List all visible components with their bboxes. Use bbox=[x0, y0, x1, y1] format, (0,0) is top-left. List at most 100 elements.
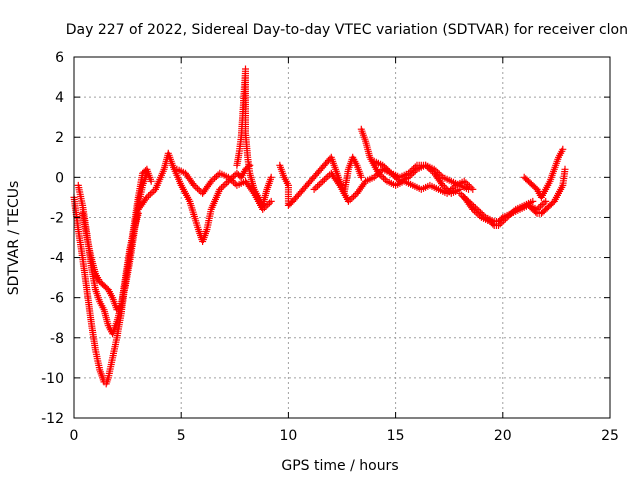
x-axis-title: GPS time / hours bbox=[281, 458, 398, 474]
data-point bbox=[489, 220, 491, 223]
data-point bbox=[120, 304, 122, 307]
data-point bbox=[403, 180, 405, 183]
data-point bbox=[103, 284, 105, 287]
data-point bbox=[141, 184, 144, 187]
data-point bbox=[291, 200, 294, 203]
data-point bbox=[227, 176, 230, 179]
data-point bbox=[287, 204, 290, 207]
data-point bbox=[390, 172, 393, 175]
data-point bbox=[536, 188, 538, 191]
data-point bbox=[270, 176, 273, 179]
data-point bbox=[532, 184, 534, 187]
data-point bbox=[532, 200, 534, 203]
data-points bbox=[70, 65, 569, 388]
y-tick-label: 4 bbox=[55, 90, 64, 106]
data-point bbox=[193, 184, 195, 187]
data-point bbox=[124, 276, 127, 279]
x-tick-label: 5 bbox=[177, 428, 186, 444]
data-point bbox=[261, 208, 264, 211]
data-point bbox=[532, 208, 534, 211]
data-point bbox=[240, 176, 243, 179]
data-point bbox=[480, 216, 483, 219]
data-point bbox=[253, 192, 255, 195]
data-point bbox=[238, 152, 240, 155]
data-point bbox=[424, 164, 427, 167]
data-point bbox=[244, 180, 247, 183]
data-series bbox=[79, 209, 142, 314]
data-point bbox=[360, 176, 363, 179]
data-point bbox=[506, 216, 508, 219]
data-point bbox=[536, 212, 538, 215]
data-point bbox=[146, 196, 148, 199]
data-series bbox=[134, 149, 254, 245]
data-point bbox=[107, 377, 110, 379]
data-point bbox=[98, 280, 101, 283]
data-point bbox=[356, 192, 358, 195]
data-point bbox=[416, 164, 418, 167]
data-point bbox=[197, 228, 200, 231]
data-point bbox=[236, 184, 238, 187]
data-point bbox=[240, 136, 243, 139]
data-series bbox=[525, 165, 569, 217]
data-point bbox=[463, 180, 466, 183]
data-point bbox=[454, 184, 457, 187]
data-point bbox=[244, 88, 247, 90]
data-point bbox=[429, 184, 431, 187]
data-point bbox=[171, 164, 174, 167]
data-point bbox=[564, 168, 566, 171]
data-point bbox=[270, 200, 273, 203]
data-point bbox=[377, 172, 380, 175]
data-point bbox=[557, 192, 560, 195]
data-point bbox=[244, 68, 247, 70]
data-point bbox=[111, 332, 114, 335]
data-point bbox=[86, 236, 88, 239]
y-tick-label: -4 bbox=[50, 251, 64, 267]
data-point bbox=[206, 228, 208, 231]
data-point bbox=[107, 288, 110, 291]
data-point bbox=[553, 168, 556, 171]
data-point bbox=[218, 172, 221, 175]
data-point bbox=[236, 172, 238, 175]
data-point bbox=[536, 208, 538, 211]
grid bbox=[74, 57, 610, 418]
data-point bbox=[544, 200, 547, 203]
data-point bbox=[386, 180, 388, 183]
data-point bbox=[437, 188, 440, 191]
data-point bbox=[347, 200, 350, 203]
data-point bbox=[98, 369, 101, 371]
data-series bbox=[520, 145, 567, 201]
data-point bbox=[407, 176, 410, 179]
data-point bbox=[94, 288, 97, 291]
data-point bbox=[133, 228, 135, 231]
data-point bbox=[493, 224, 496, 227]
y-tick-label: -2 bbox=[50, 210, 64, 226]
data-point bbox=[540, 196, 543, 199]
data-point bbox=[81, 204, 84, 207]
data-point bbox=[81, 256, 84, 259]
data-point bbox=[163, 168, 165, 171]
data-series bbox=[460, 193, 537, 229]
data-point bbox=[321, 180, 324, 183]
data-point bbox=[244, 132, 247, 135]
x-tick-label: 10 bbox=[279, 428, 297, 444]
x-tick-label: 20 bbox=[494, 428, 512, 444]
data-point bbox=[373, 160, 375, 163]
data-point bbox=[218, 188, 221, 191]
y-tick-label: -10 bbox=[41, 371, 64, 387]
data-point bbox=[116, 336, 118, 339]
data-point bbox=[283, 176, 285, 179]
data-point bbox=[493, 220, 496, 223]
data-point bbox=[210, 180, 213, 183]
data-point bbox=[184, 172, 187, 175]
data-point bbox=[103, 308, 105, 311]
data-point bbox=[557, 156, 560, 159]
data-point bbox=[154, 188, 157, 191]
data-point bbox=[146, 172, 148, 175]
data-point bbox=[128, 248, 131, 251]
data-point bbox=[527, 204, 530, 207]
data-point bbox=[287, 184, 290, 187]
data-point bbox=[459, 192, 461, 195]
data-markers bbox=[134, 149, 254, 245]
data-point bbox=[544, 208, 547, 211]
data-point bbox=[210, 208, 213, 211]
